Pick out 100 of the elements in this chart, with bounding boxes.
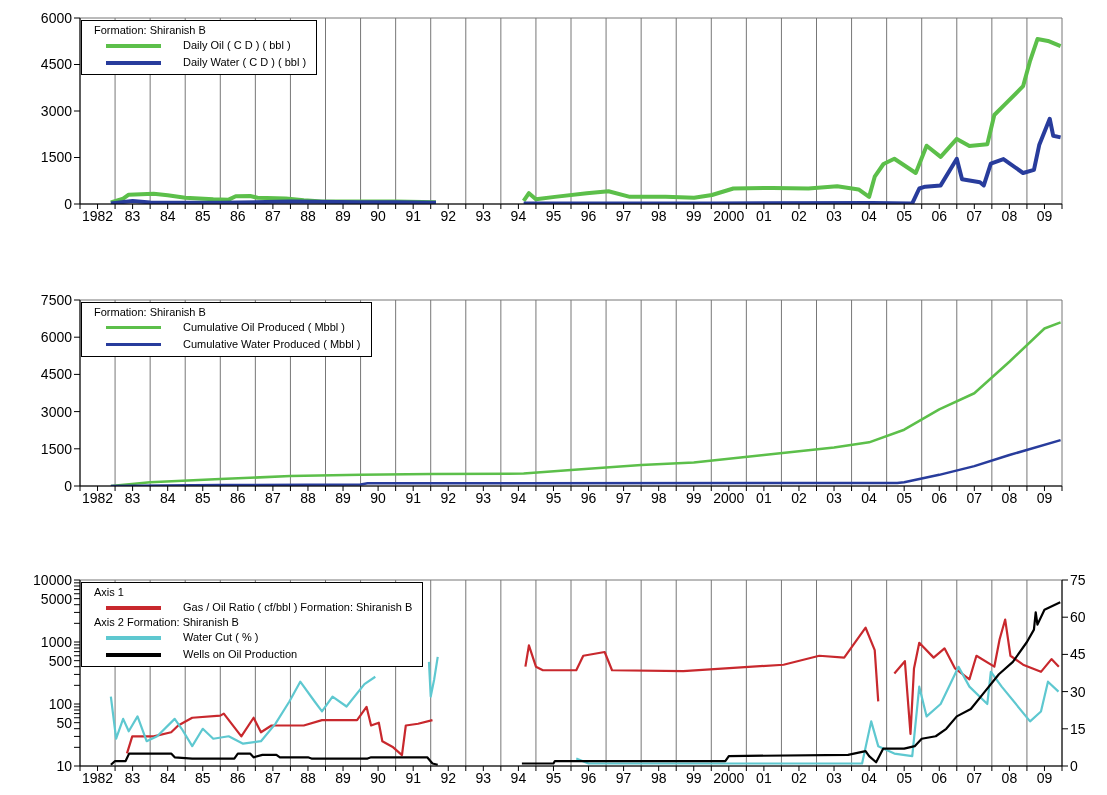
x-tick-label: 89: [335, 207, 352, 224]
y-tick-label: 3000: [40, 403, 73, 420]
x-tick-label: 97: [615, 769, 632, 786]
x-tick-label: 87: [265, 207, 281, 224]
y-tick-label: 1000: [40, 633, 73, 650]
x-tick-label: 04: [861, 207, 878, 224]
x-tick-label: 09: [1036, 769, 1053, 786]
x-tick-label: 01: [756, 769, 772, 786]
legend-label: Daily Oil ( C D ) ( bbl ): [183, 39, 291, 53]
x-tick-label: 04: [861, 489, 878, 506]
x-tick-label: 96: [580, 489, 597, 506]
x-tick-label: 94: [510, 769, 527, 786]
y2-tick-label: 75: [1070, 571, 1086, 588]
x-tick-label: 86: [230, 489, 246, 506]
y-tick-label: 5000: [40, 590, 73, 607]
y-tick-label: 50: [56, 714, 73, 731]
y-tick-label: 4500: [40, 56, 73, 73]
x-tick-label: 92: [440, 489, 457, 506]
x-tick-label: 90: [370, 769, 387, 786]
x-tick-label: 98: [650, 769, 667, 786]
x-tick-label: 85: [194, 489, 211, 506]
x-tick-label: 09: [1036, 207, 1053, 224]
y-tick-label: 3000: [40, 102, 73, 119]
x-tick-label: 05: [896, 489, 913, 506]
x-tick-label: 99: [685, 769, 702, 786]
x-tick-label: 06: [931, 489, 948, 506]
x-tick-label: 91: [405, 489, 422, 506]
x-tick-label: 93: [475, 207, 492, 224]
legend-label: Cumulative Water Produced ( Mbbl ): [183, 338, 361, 352]
x-tick-label: 09: [1036, 489, 1053, 506]
x-tick-label: 84: [159, 489, 176, 506]
x-tick-label: 99: [685, 207, 702, 224]
y-tick-label: 6000: [40, 9, 73, 26]
y-tick-label: 10: [56, 757, 73, 774]
x-tick-label: 98: [650, 207, 667, 224]
legend-title: Formation: Shiranish B: [93, 24, 207, 38]
x-tick-label: 83: [124, 207, 141, 224]
x-tick-label: 95: [545, 207, 562, 224]
x-tick-label: 88: [300, 207, 316, 224]
x-tick-label: 95: [545, 489, 562, 506]
x-tick-label: 96: [580, 207, 597, 224]
legend-label: Gas / Oil Ratio ( cf/bbl ) Formation: Shiranish B: [183, 601, 413, 615]
x-tick-label: 07: [966, 769, 983, 786]
y-tick-label: 10000: [33, 571, 73, 588]
x-tick-label: 08: [1001, 769, 1018, 786]
x-tick-label: 03: [826, 489, 843, 506]
y2-tick-label: 15: [1070, 720, 1086, 737]
x-tick-label: 87: [265, 489, 281, 506]
x-tick-label: 88: [300, 489, 316, 506]
x-tick-label: 1982: [81, 769, 114, 786]
y-tick-label: 6000: [40, 329, 73, 346]
y-tick-label: 100: [48, 695, 73, 712]
x-tick-label: 93: [475, 769, 492, 786]
y2-tick-label: 0: [1070, 757, 1078, 774]
x-tick-label: 93: [475, 489, 492, 506]
y2-tick-label: 30: [1070, 683, 1086, 700]
x-tick-label: 08: [1001, 489, 1018, 506]
y2-tick-label: 45: [1070, 646, 1086, 663]
y2-tick-label: 60: [1070, 609, 1086, 626]
x-tick-label: 04: [861, 769, 878, 786]
legend-label: Wells on Oil Production: [183, 648, 298, 662]
x-tick-label: 05: [896, 207, 913, 224]
x-tick-label: 90: [370, 489, 387, 506]
x-tick-label: 96: [580, 769, 597, 786]
x-tick-label: 1982: [81, 489, 114, 506]
x-tick-label: 83: [124, 769, 141, 786]
x-tick-label: 92: [440, 769, 457, 786]
x-tick-label: 88: [300, 769, 316, 786]
x-tick-label: 91: [405, 769, 422, 786]
x-tick-label: 98: [650, 489, 667, 506]
x-tick-label: 02: [791, 489, 807, 506]
x-tick-label: 94: [510, 489, 527, 506]
x-tick-label: 99: [685, 489, 702, 506]
x-tick-label: 1982: [81, 207, 114, 224]
x-tick-label: 01: [756, 489, 772, 506]
x-tick-label: 94: [510, 207, 527, 224]
x-tick-label: 2000: [713, 207, 745, 224]
legend-title: Axis 1: [93, 586, 125, 600]
x-tick-label: 83: [124, 489, 141, 506]
x-tick-label: 86: [230, 207, 246, 224]
legend-label: Cumulative Oil Produced ( Mbbl ): [183, 321, 346, 335]
x-tick-label: 89: [335, 769, 352, 786]
x-tick-label: 02: [791, 207, 807, 224]
x-tick-label: 89: [335, 489, 352, 506]
legend-label: Daily Water ( C D ) ( bbl ): [183, 56, 307, 70]
x-tick-label: 92: [440, 207, 457, 224]
legend-label: Water Cut ( % ): [183, 631, 259, 645]
x-tick-label: 07: [966, 207, 983, 224]
x-tick-label: 07: [966, 489, 983, 506]
y-tick-label: 0: [64, 477, 73, 494]
x-tick-label: 85: [194, 769, 211, 786]
x-tick-label: 2000: [713, 489, 745, 506]
x-tick-label: 97: [615, 489, 632, 506]
x-tick-label: 05: [896, 769, 913, 786]
x-tick-label: 95: [545, 769, 562, 786]
y-tick-label: 0: [64, 195, 73, 212]
x-tick-label: 03: [826, 769, 843, 786]
y-tick-label: 4500: [40, 366, 73, 383]
x-tick-label: 06: [931, 207, 948, 224]
x-tick-label: 06: [931, 769, 948, 786]
